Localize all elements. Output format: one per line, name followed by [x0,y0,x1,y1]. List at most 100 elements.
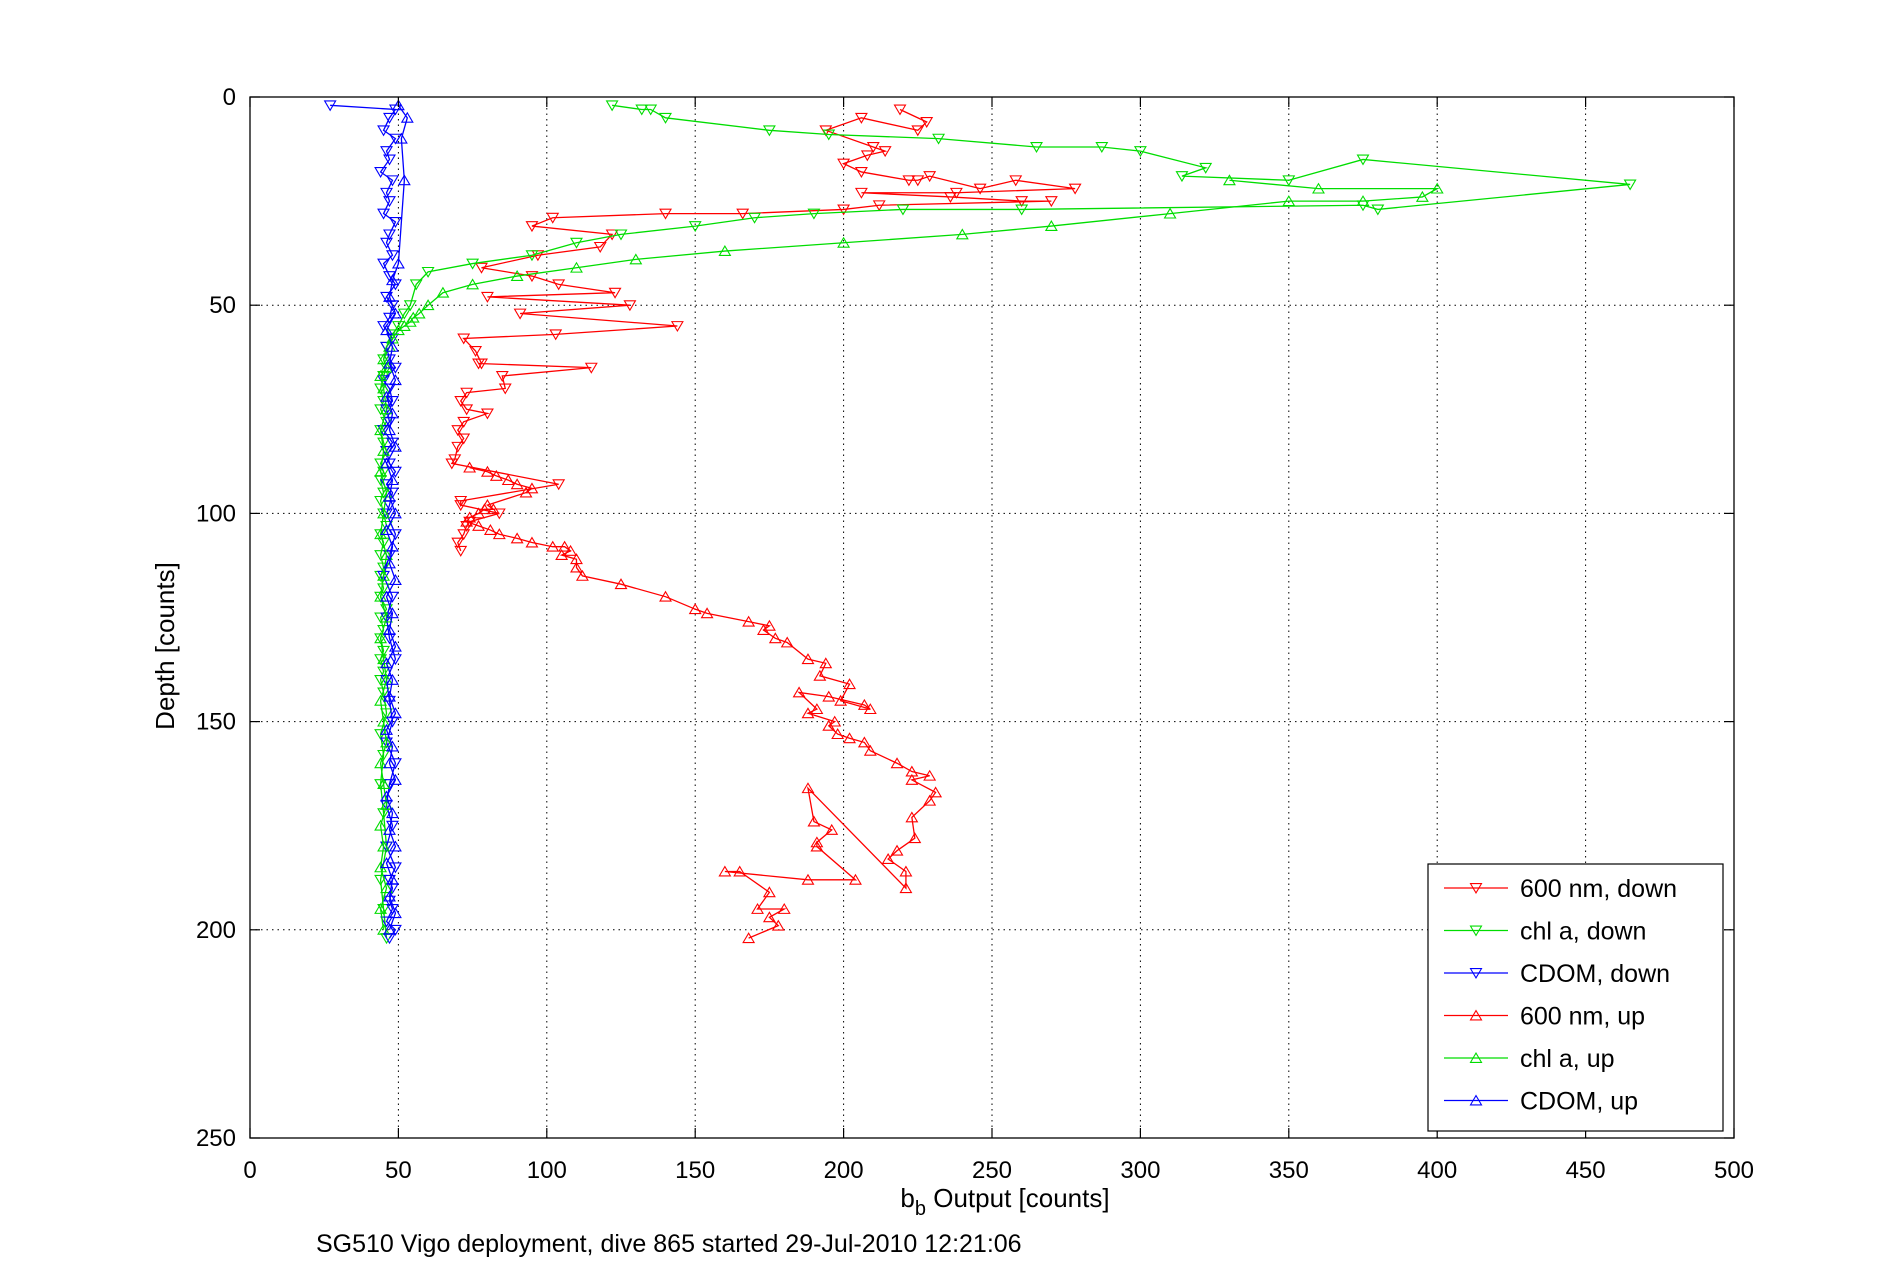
data-point [768,632,782,644]
x-tick-label: 450 [1566,1157,1606,1184]
data-point [605,229,619,241]
data-point [377,208,391,220]
data-point [383,357,396,369]
data-point [837,158,851,170]
data-point [386,740,399,752]
data-point [374,369,388,381]
data-point [374,874,388,886]
data-point [388,840,402,852]
data-point [380,146,393,158]
series-600-nm-down [445,104,1082,557]
data-point [383,154,396,166]
data-point [1030,142,1043,154]
data-point [501,474,515,486]
data-point [688,221,702,233]
data-point [386,474,399,486]
data-point [380,657,393,669]
y-tick-label: 150 [196,709,236,736]
data-point [923,171,937,183]
data-point [614,229,628,241]
data-point [409,279,423,291]
data-point [380,524,393,536]
data-point [454,545,468,557]
data-point [878,146,892,158]
data-point [762,911,776,923]
data-point [733,865,747,877]
data-point [1356,154,1370,166]
data-point [525,221,539,233]
data-point [1623,179,1637,191]
data-point [380,390,393,402]
y-tick-label: 100 [196,500,236,527]
data-point [932,133,946,145]
data-point [837,236,851,248]
data-point [849,873,862,885]
data-point [525,250,539,262]
data-point [388,640,402,652]
data-point [819,657,833,669]
legend-label: 600 nm, up [1520,1003,1645,1031]
data-point [374,694,388,706]
data-point [525,536,539,548]
data-point [742,615,756,627]
data-point [386,673,399,685]
data-point [386,340,399,352]
data-point [549,329,563,341]
data-point [825,823,839,835]
series-line [450,108,1076,552]
data-point [896,204,910,216]
data-point [377,569,391,581]
data-point [391,99,405,111]
data-point [383,229,396,241]
data-point [555,549,569,560]
data-point [822,690,836,702]
data-point [771,919,785,931]
y-axis-label: Depth [counts] [150,562,180,730]
data-point [881,852,895,864]
data-point [436,286,450,298]
series-layer [323,99,1637,945]
data-point [380,857,393,869]
series-line [385,104,409,931]
data-point [388,707,402,719]
data-point [854,112,868,124]
data-point [570,237,583,249]
data-point [383,757,396,769]
data-point [1415,190,1429,202]
data-point [822,129,836,141]
legend-item: CDOM, down [1444,960,1670,988]
series-line [379,179,1440,930]
data-point [1095,142,1109,154]
data-point [893,104,907,116]
data-point [386,274,399,286]
data-point [466,278,480,290]
data-point [575,569,589,581]
data-point [374,424,388,436]
data-point [899,865,913,877]
data-point [837,204,851,216]
data-point [386,607,399,619]
data-point [374,757,388,769]
legend-item: chl a, up [1444,1045,1615,1073]
data-point [1356,195,1370,207]
data-point [388,907,402,919]
data-point [388,307,402,319]
series-600-nm-up [460,461,943,944]
data-point [748,212,762,224]
data-point [807,815,821,827]
data-point [463,461,477,473]
legend-item: chl a, down [1444,918,1646,946]
data-point [762,125,776,137]
data-point [688,603,702,615]
data-point [605,100,619,112]
data-point [570,553,583,565]
data-point [377,353,391,365]
y-tick-label: 250 [196,1125,236,1152]
data-point [400,111,414,123]
data-point [920,117,934,129]
data-point [383,690,396,702]
data-point [623,300,637,312]
data-point [742,932,756,944]
data-point [374,167,388,178]
data-point [1015,196,1029,208]
